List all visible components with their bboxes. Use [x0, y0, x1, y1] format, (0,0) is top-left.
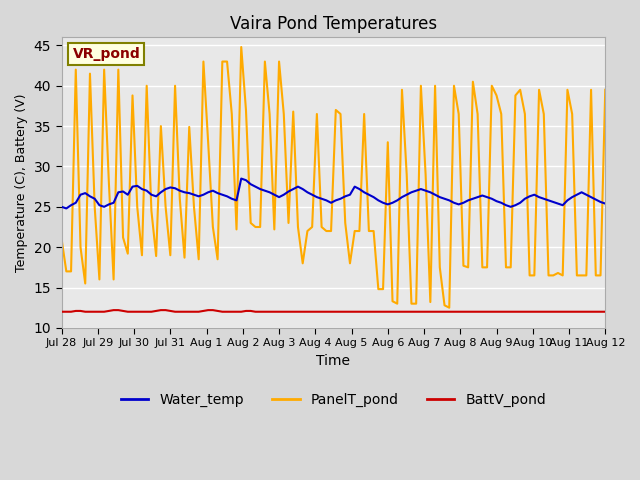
Title: Vaira Pond Temperatures: Vaira Pond Temperatures [230, 15, 437, 33]
X-axis label: Time: Time [316, 354, 351, 368]
Legend: Water_temp, PanelT_pond, BattV_pond: Water_temp, PanelT_pond, BattV_pond [115, 387, 552, 412]
Text: VR_pond: VR_pond [72, 47, 140, 60]
Y-axis label: Temperature (C), Battery (V): Temperature (C), Battery (V) [15, 93, 28, 272]
